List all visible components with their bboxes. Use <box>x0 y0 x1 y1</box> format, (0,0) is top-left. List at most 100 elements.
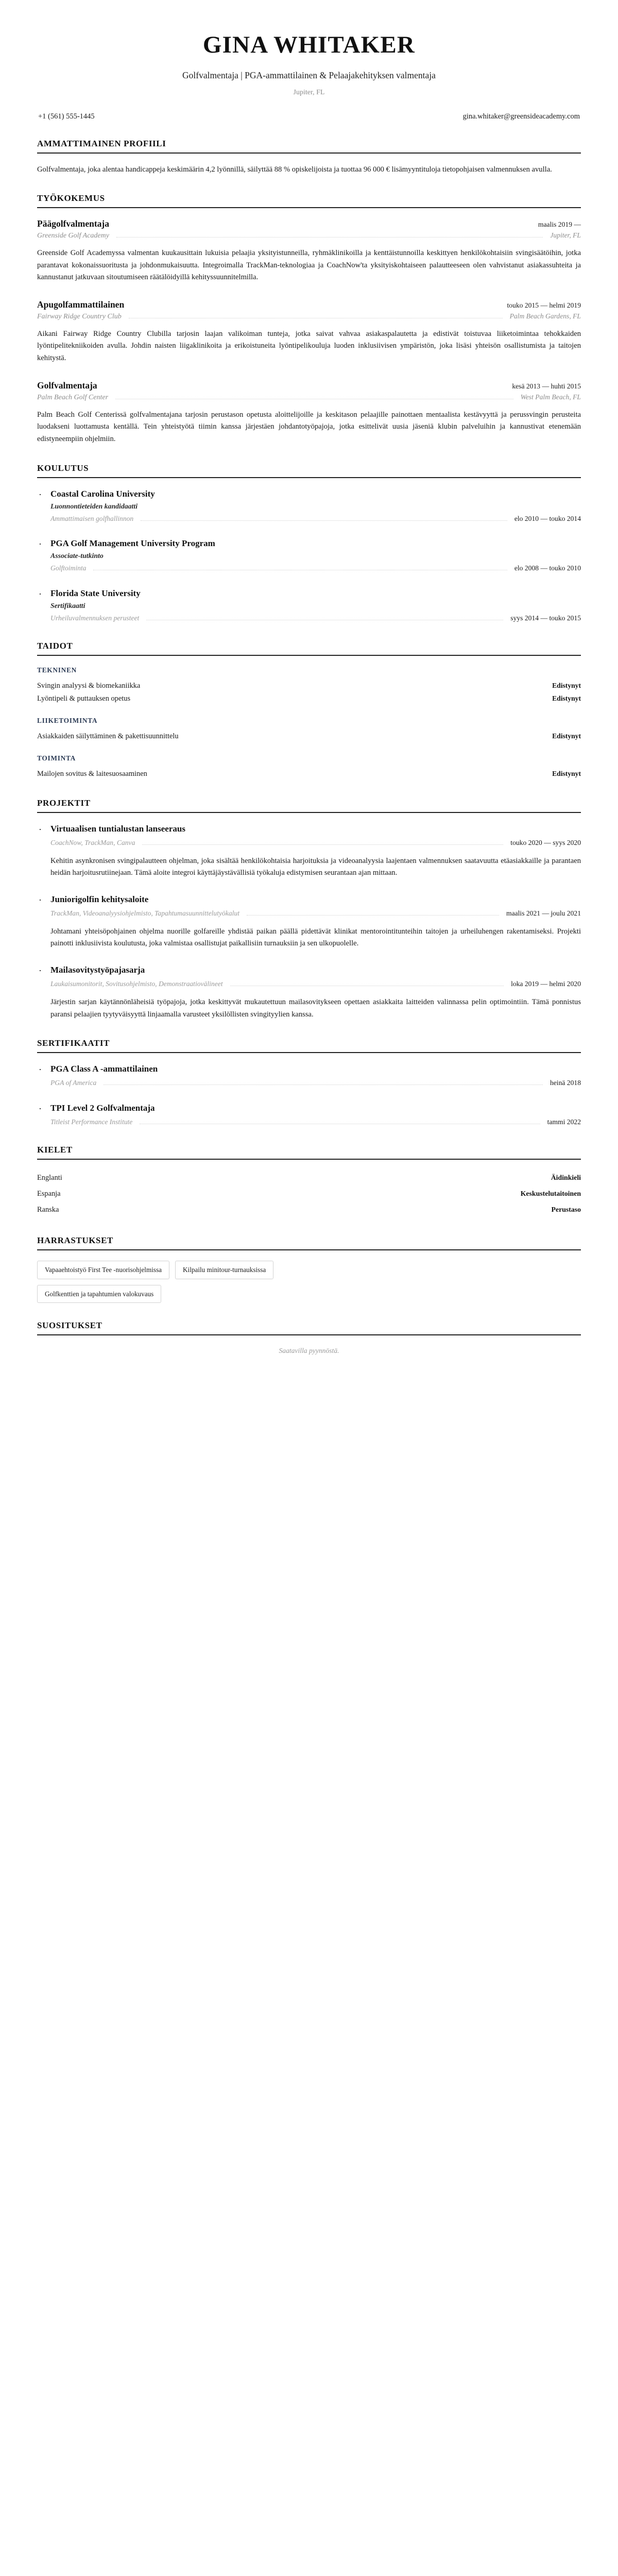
hobby-tag-list: Vapaaehtoistyö First Tee -nuorisohjelmis… <box>37 1260 581 1279</box>
language-name: Englanti <box>37 1173 62 1182</box>
contact-email[interactable]: gina.whitaker@greensideacademy.com <box>462 112 580 121</box>
certificate-name: PGA Class A -ammattilainen <box>50 1064 158 1074</box>
skill-level: Edistynyt <box>552 694 581 702</box>
school-name: Coastal Carolina University <box>50 488 155 499</box>
skill-group: TEKNINEN Svingin analyysi & biomekaniikk… <box>37 666 581 705</box>
section-title-hobbies: HARRASTUKSET <box>37 1235 113 1245</box>
job-title: Päägolfvalmentaja <box>37 218 109 229</box>
job-date: touko 2015 — helmi 2019 <box>507 301 581 309</box>
job-company: Fairway Ridge Country Club <box>37 312 122 320</box>
references-note: Saatavilla pyynnöstä. <box>279 1347 339 1355</box>
skill-category-label: TOIMINTA <box>37 754 76 762</box>
leader-line <box>141 516 507 521</box>
job-description: Greenside Golf Academyssa valmentan kuuk… <box>37 249 581 282</box>
skill-row: Mailojen sovitus & laitesuosaaminen Edis… <box>37 768 581 781</box>
section-title-skills: TAIDOT <box>37 640 73 651</box>
school-name: Florida State University <box>50 588 141 599</box>
section-divider <box>37 152 581 154</box>
leader-line <box>104 1080 543 1086</box>
project-name: Mailasovitystyöpajasarja <box>50 965 145 975</box>
education-date: syys 2014 — touko 2015 <box>510 614 581 622</box>
degree-name: Luonnontieteiden kandidaatti <box>50 502 138 510</box>
job-location: Jupiter, FL <box>550 231 581 240</box>
certificate-date: tammi 2022 <box>547 1118 581 1126</box>
bullet-icon: · <box>39 965 42 976</box>
leader-line <box>116 233 543 238</box>
certificate-name: TPI Level 2 Golfvalmentaja <box>50 1103 155 1113</box>
project-tools: TrackMan, Videoanalyysiohjelmisto, Tapah… <box>50 909 240 918</box>
section-title-profile: AMMATTIMAINEN PROFIILI <box>37 138 166 148</box>
section-languages: KIELET Englanti Äidinkieli Espanja Kesku… <box>37 1145 581 1218</box>
hobby-tag: Golfkenttien ja tapahtumien valokuvaus <box>37 1284 162 1303</box>
skill-group: TOIMINTA Mailojen sovitus & laitesuosaam… <box>37 754 581 781</box>
skill-name: Mailojen sovitus & laitesuosaaminen <box>37 769 147 778</box>
project-description: Kehitin asynkronisen svingipalautteen oh… <box>50 856 581 877</box>
contact-phone[interactable]: +1 (561) 555-1445 <box>38 112 95 121</box>
candidate-tagline: Golfvalmentaja | PGA-ammattilainen & Pel… <box>182 70 436 80</box>
section-title-projects: PROJEKTIT <box>37 798 91 808</box>
leader-line <box>93 566 507 571</box>
section-divider <box>37 1158 581 1160</box>
skill-category-label: LIIKETOIMINTA <box>37 716 98 724</box>
section-divider <box>37 811 581 813</box>
section-projects: PROJEKTIT · Virtuaalisen tuntialustan la… <box>37 798 581 1021</box>
skill-level: Edistynyt <box>552 681 581 689</box>
job-date: kesä 2013 — huhti 2015 <box>512 382 581 390</box>
bullet-icon: · <box>39 539 42 550</box>
contact-bar: +1 (561) 555-1445 gina.whitaker@greensid… <box>37 112 581 121</box>
section-divider <box>37 477 581 478</box>
language-row: Ranska Perustaso <box>37 1202 581 1218</box>
leader-line <box>115 395 513 399</box>
certificate-date: heinä 2018 <box>550 1079 581 1087</box>
education-entry: · Florida State University Sertifikaatti… <box>37 588 581 623</box>
section-certificates: SERTIFIKAATIT · PGA Class A -ammattilain… <box>37 1038 581 1127</box>
section-references: SUOSITUKSET Saatavilla pyynnöstä. <box>37 1320 581 1355</box>
project-entry: · Juniorigolfin kehitysaloite TrackMan, … <box>37 894 581 950</box>
resume-header: GINA WHITAKER Golfvalmentaja | PGA-ammat… <box>37 32 581 97</box>
section-divider <box>37 654 581 656</box>
skill-group: LIIKETOIMINTA Asiakkaiden säilyttäminen … <box>37 717 581 743</box>
leader-line <box>247 911 499 916</box>
hobby-tag: Kilpailu minitour-turnauksissa <box>175 1260 274 1279</box>
language-level: Perustaso <box>551 1205 581 1213</box>
project-entry: · Virtuaalisen tuntialustan lanseeraus C… <box>37 823 581 879</box>
section-divider <box>37 207 581 209</box>
project-name: Juniorigolfin kehitysaloite <box>50 894 149 904</box>
job-date: maalis 2019 — <box>538 221 581 229</box>
section-skills: TAIDOT TEKNINEN Svingin analyysi & biome… <box>37 641 581 781</box>
experience-entry: Golfvalmentaja kesä 2013 — huhti 2015 Pa… <box>37 380 581 446</box>
project-tools: CoachNow, TrackMan, Canva <box>50 839 135 847</box>
hobby-tag-list: Golfkenttien ja tapahtumien valokuvaus <box>37 1284 581 1303</box>
leader-line <box>142 840 504 845</box>
job-title: Apugolfammattilainen <box>37 299 125 310</box>
education-date: elo 2008 — touko 2010 <box>514 564 581 572</box>
certificate-issuer: Titleist Performance Institute <box>50 1118 133 1126</box>
project-date: touko 2020 — syys 2020 <box>510 839 581 847</box>
degree-name: Associate-tutkinto <box>50 552 104 560</box>
section-title-certificates: SERTIFIKAATIT <box>37 1038 110 1048</box>
language-row: Espanja Keskustelutaitoinen <box>37 1186 581 1202</box>
experience-entry: Apugolfammattilainen touko 2015 — helmi … <box>37 299 581 365</box>
job-location: Palm Beach Gardens, FL <box>509 312 581 320</box>
section-divider <box>37 1334 581 1336</box>
leader-line <box>140 1120 540 1125</box>
skill-row: Svingin analyysi & biomekaniikka Edistyn… <box>37 680 581 692</box>
project-description: Johtamani yhteisöpohjainen ohjelma nuori… <box>50 927 581 948</box>
section-title-languages: KIELET <box>37 1144 73 1155</box>
section-experience: TYÖKOKEMUS Päägolfvalmentaja maalis 2019… <box>37 193 581 445</box>
job-description: Aikani Fairway Ridge Country Clubilla ta… <box>37 329 581 363</box>
candidate-location: Jupiter, FL <box>293 88 325 96</box>
section-hobbies: HARRASTUKSET Vapaaehtoistyö First Tee -n… <box>37 1235 581 1303</box>
bullet-icon: · <box>39 489 42 500</box>
skill-name: Asiakkaiden säilyttäminen & pakettisuunn… <box>37 732 179 740</box>
job-company: Greenside Golf Academy <box>37 232 109 240</box>
education-entry: · Coastal Carolina University Luonnontie… <box>37 488 581 524</box>
skill-category-label: TEKNINEN <box>37 666 77 674</box>
skill-name: Lyöntipeli & puttauksen opetus <box>37 694 131 703</box>
bullet-icon: · <box>39 1064 42 1075</box>
section-title-references: SUOSITUKSET <box>37 1320 102 1331</box>
certificate-issuer: PGA of America <box>50 1079 97 1087</box>
skill-row: Asiakkaiden säilyttäminen & pakettisuunn… <box>37 730 581 743</box>
school-name: PGA Golf Management University Program <box>50 538 215 549</box>
